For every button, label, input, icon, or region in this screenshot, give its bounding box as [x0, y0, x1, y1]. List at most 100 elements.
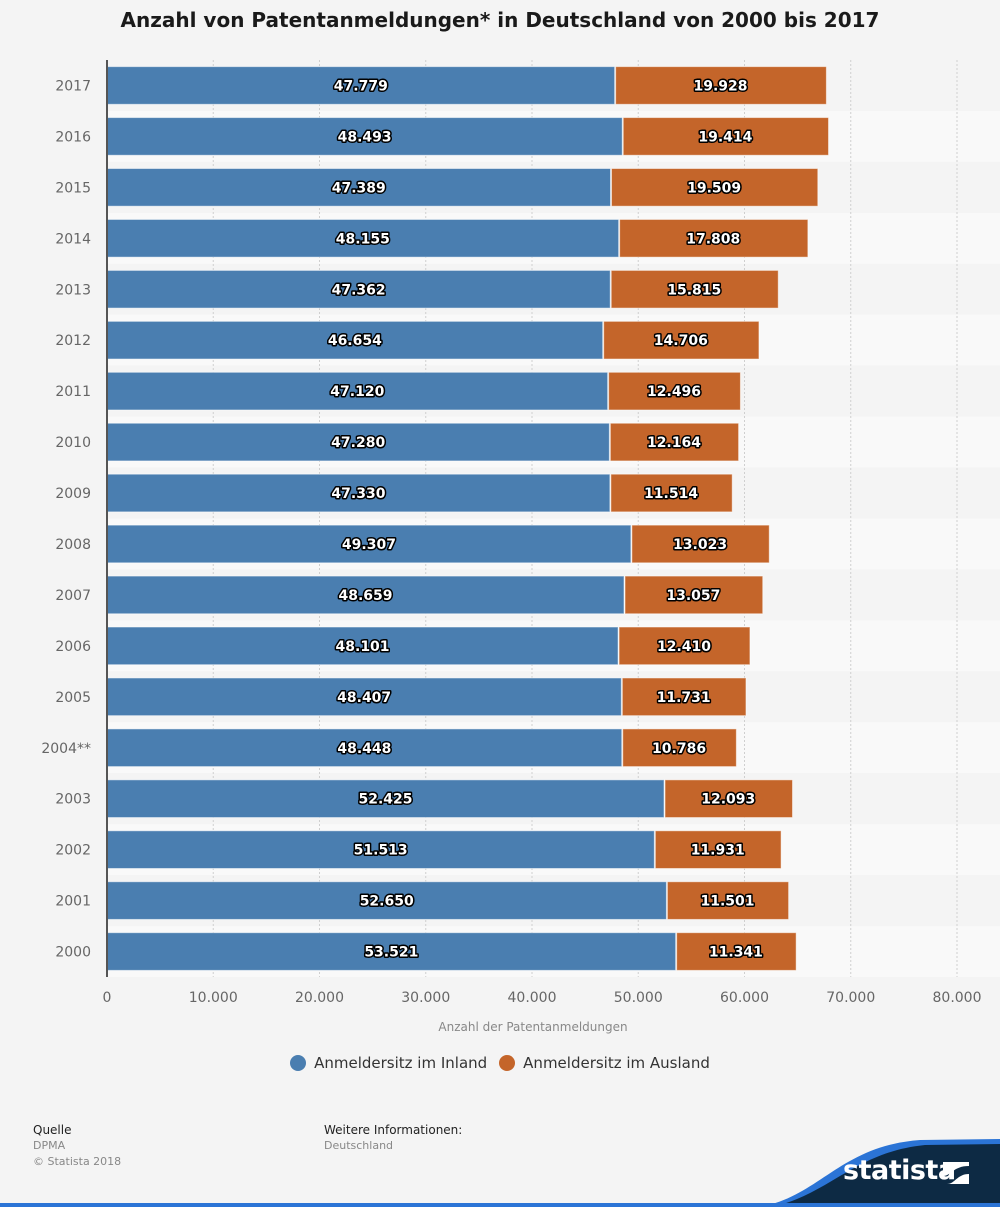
data-labels: 47.779 19.928 48.493 19.414 47.389 19.509 48.1…	[326, 77, 764, 962]
y-tick-label: 2008	[55, 537, 91, 553]
data-label: 19.414	[698, 129, 752, 145]
x-tick-label: 10.000	[189, 990, 238, 1006]
bottom-accent-line	[0, 1203, 1000, 1207]
bar-inland	[106, 728, 623, 768]
bar-ausland	[608, 371, 741, 411]
x-tick-label: 80.000	[933, 990, 982, 1006]
data-label: 19.928	[694, 78, 748, 94]
y-tick-label: 2016	[55, 129, 91, 145]
y-tick-label: 2013	[55, 282, 91, 298]
legend-dot-inland-icon	[290, 1055, 307, 1071]
x-tick-label: 0	[103, 990, 112, 1006]
y-tick-label: 2005	[55, 690, 91, 706]
data-label: 52.425	[358, 792, 412, 808]
data-label: 47.330	[331, 486, 385, 502]
data-label: 11.501	[700, 894, 754, 910]
bar-inland	[106, 218, 620, 258]
bar-ausland	[631, 524, 770, 564]
data-label: 11.341	[709, 945, 763, 961]
y-axis-ticks: 2017 2016 2015 2014 2013 2012 2011 2010 2009 2008…	[41, 78, 91, 960]
statista-logo-icon	[943, 1162, 969, 1184]
x-tick-label: 60.000	[720, 990, 769, 1006]
y-tick-label: 2002	[55, 843, 91, 859]
x-tick-label: 20.000	[295, 990, 344, 1006]
data-label: 13.057	[666, 588, 720, 604]
data-label: 51.513	[354, 843, 408, 859]
bar-inland	[106, 626, 619, 666]
bar-inland	[106, 371, 609, 411]
chart-plot: 47.779 19.928 48.493 19.414 47.389 19.509 48.1…	[41, 60, 982, 1034]
bar-ausland	[619, 218, 809, 258]
bar-inland	[106, 830, 655, 869]
statista-logo-text[interactable]: statista	[843, 1155, 956, 1186]
bar-ausland	[603, 320, 760, 360]
bar-ausland	[615, 66, 827, 105]
data-label: 53.521	[364, 945, 418, 961]
bar-inland	[106, 677, 622, 717]
y-tick-label: 2006	[55, 639, 91, 655]
bar-inland	[106, 269, 611, 309]
bar-inland	[106, 881, 667, 920]
y-tick-label: 2007	[55, 588, 91, 604]
legend-label: Anmeldersitz im Inland	[314, 1054, 488, 1072]
x-axis-label: Anzahl der Patentanmeldungen	[438, 1020, 627, 1034]
bar-ausland	[611, 168, 819, 207]
bar-ausland	[610, 269, 779, 309]
data-label: 11.731	[657, 690, 711, 706]
data-label: 47.389	[332, 180, 386, 196]
bar-ausland	[621, 677, 747, 717]
legend-item-ausland[interactable]: Anmeldersitz im Ausland	[499, 1054, 710, 1072]
data-label: 48.155	[336, 231, 390, 247]
bar-ausland	[610, 473, 733, 513]
info-value: Deutschland	[324, 1139, 394, 1152]
y-tick-label: 2017	[55, 78, 91, 94]
data-label: 48.659	[338, 588, 392, 604]
bar-inland	[106, 320, 604, 360]
y-tick-label: 2015	[55, 180, 91, 196]
data-label: 46.654	[328, 333, 382, 349]
bar-inland	[106, 422, 610, 462]
footer-source: Quelle DPMA © Statista 2018	[33, 1122, 121, 1170]
data-label: 48.407	[337, 690, 391, 706]
data-label: 49.307	[342, 537, 396, 553]
x-tick-label: 30.000	[401, 990, 450, 1006]
data-label: 15.815	[667, 282, 721, 298]
y-tick-label: 2009	[55, 486, 91, 502]
bar-ausland	[664, 779, 794, 819]
x-tick-label: 70.000	[826, 990, 875, 1006]
data-label: 47.362	[332, 282, 386, 298]
footer-info: Weitere Informationen: Deutschland	[324, 1122, 462, 1154]
data-label: 47.280	[331, 435, 385, 451]
bar-inland	[106, 473, 611, 513]
legend-dot-ausland-icon	[499, 1055, 516, 1071]
source-heading: Quelle	[33, 1123, 72, 1137]
data-label: 10.786	[652, 741, 706, 757]
data-label: 48.493	[338, 129, 392, 145]
data-label: 47.779	[334, 78, 388, 94]
data-label: 52.650	[360, 894, 414, 910]
data-label: 47.120	[330, 384, 384, 400]
y-tick-label: 2004**	[41, 741, 91, 757]
legend-label: Anmeldersitz im Ausland	[523, 1054, 710, 1072]
y-tick-label: 2012	[55, 333, 91, 349]
gridlines	[212, 60, 958, 977]
data-label: 12.496	[647, 384, 701, 400]
data-label: 17.808	[686, 231, 740, 247]
bar-ausland	[622, 728, 737, 768]
info-heading: Weitere Informationen:	[324, 1123, 463, 1137]
data-label: 48.448	[337, 741, 391, 757]
x-axis-ticks: 0 10.000 20.000 30.000 40.000 50.000 60.000 70.…	[103, 990, 982, 1006]
bar-inland	[106, 168, 612, 207]
source-value[interactable]: DPMA	[33, 1139, 66, 1152]
y-tick-label: 2011	[55, 384, 91, 400]
x-tick-label: 40.000	[508, 990, 557, 1006]
data-label: 11.514	[644, 486, 698, 502]
data-label: 12.410	[657, 639, 711, 655]
bar-ausland	[618, 626, 751, 666]
bar-ausland	[624, 575, 764, 615]
bars	[106, 66, 830, 971]
data-label: 19.509	[687, 180, 741, 196]
legend: Anmeldersitz im Inland Anmeldersitz im A…	[0, 1054, 1000, 1072]
x-tick-label: 50.000	[614, 990, 663, 1006]
legend-item-inland[interactable]: Anmeldersitz im Inland	[290, 1054, 487, 1072]
